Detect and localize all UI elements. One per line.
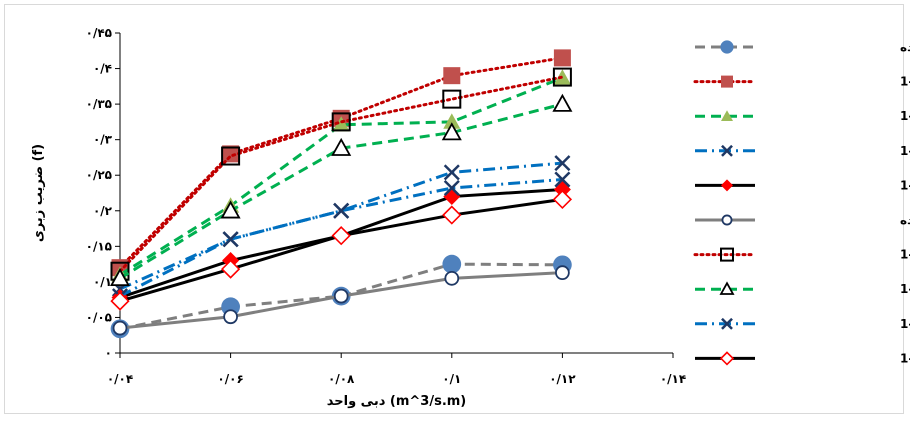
legend-marker xyxy=(719,281,735,295)
legend-item: آز-گوه ای 1-1 xyxy=(695,108,910,124)
y-tick-label: ۰/۳ xyxy=(93,133,113,147)
series-10-point xyxy=(442,205,462,225)
legend-marker xyxy=(719,351,735,366)
series-line-7 xyxy=(118,75,564,273)
series-line-4 xyxy=(119,161,563,291)
series-2-point xyxy=(443,67,461,85)
series-7-point xyxy=(552,67,572,87)
legend-marker xyxy=(721,214,733,226)
marker-stroke xyxy=(443,179,460,197)
marker-stroke xyxy=(333,202,350,219)
y-tick-label: ۰/۲ xyxy=(93,204,113,218)
legend-marker xyxy=(721,179,733,192)
legend-label: آز-گوه ای 4-1 xyxy=(900,143,910,159)
y-tick-label: ۰/۳۵ xyxy=(86,97,112,111)
x-tick-label: ۰/۱۲ xyxy=(549,372,576,386)
legend-item: عددی-گوه ای 4-1 xyxy=(695,351,910,366)
series-10-point xyxy=(220,259,241,279)
series-10-point xyxy=(110,291,130,311)
x-tick-label: ۰/۰۴ xyxy=(107,372,133,386)
series-7-point xyxy=(221,146,241,166)
series-3-point xyxy=(443,113,461,129)
marker-stroke xyxy=(721,144,733,157)
y-tick-label: ۰/۰۵ xyxy=(86,310,112,324)
y-axis-title: ضریب زبری (f) xyxy=(31,144,46,242)
marker-stroke xyxy=(554,155,571,172)
series-9-point xyxy=(333,202,350,219)
legend-label: آز-گوه ای 3-1 xyxy=(900,74,910,90)
series-4-point xyxy=(554,155,571,172)
y-tick-label: ۰/۱۵ xyxy=(86,239,112,253)
series-line-3 xyxy=(119,76,563,277)
x-tick-label: ۰/۰۶ xyxy=(217,372,243,386)
y-tick-label: ۰/۱ xyxy=(93,275,112,289)
series-10-point xyxy=(552,189,573,210)
legend-label: عددی-گوه ای 1-1 xyxy=(900,282,910,297)
y-tick-label: ۰/۴۵ xyxy=(86,26,112,40)
y-tick-label: ۰ xyxy=(105,346,112,360)
series-8-point xyxy=(220,200,241,219)
series-7-point xyxy=(442,89,462,109)
marker-stroke xyxy=(443,164,460,181)
legend-item: آز-گوه ای 4-1 xyxy=(695,143,910,159)
legend-label: عددی-گوه ای 4-1 xyxy=(900,317,910,332)
series-8-point xyxy=(109,267,131,287)
legend-marker xyxy=(720,247,734,262)
series-9-point xyxy=(443,179,460,197)
series-3-point xyxy=(332,116,350,132)
series-2-point xyxy=(222,145,240,163)
series-6-point xyxy=(555,265,570,281)
y-tick-label: ۰/۴ xyxy=(93,62,112,76)
legend-item: آز-گوه ای 4-1 xyxy=(695,177,910,193)
series-6-point xyxy=(333,288,349,304)
legend-label: آز-گوه ای 4-1 xyxy=(900,177,910,193)
legend-item: آز-سرریز پلکانی ساده xyxy=(695,39,910,54)
series-6-point xyxy=(444,270,460,286)
legend-item: عددی-گوه ای 3-1 xyxy=(693,247,910,263)
series-6-point xyxy=(223,309,238,325)
legend-label: عددی-گوه ای 4-1 xyxy=(900,351,910,366)
series-6-point xyxy=(112,320,128,336)
series-1-point xyxy=(442,254,462,274)
marker-stroke xyxy=(222,231,239,248)
y-tick-label: ۰/۲۵ xyxy=(86,168,112,182)
legend-marker xyxy=(721,110,733,121)
legend-label: عددی-سرریز پلکانی ساده xyxy=(900,213,910,227)
series-8-point xyxy=(331,137,352,156)
marker-stroke xyxy=(554,171,571,188)
series-2-point xyxy=(553,49,571,67)
series-line-10 xyxy=(119,197,563,303)
legend-marker xyxy=(721,144,733,157)
legend-marker xyxy=(720,40,734,54)
legend-item: عددی-سرریز پلکانی ساده xyxy=(695,213,910,227)
legend-item: عددی-گوه ای 4-1 xyxy=(695,317,910,332)
series-10-point xyxy=(331,226,351,246)
series-9-point xyxy=(222,231,239,248)
series-8-point xyxy=(552,93,573,112)
legend-marker xyxy=(721,317,733,330)
x-axis-title: دبی واحد (m^3/s.m) xyxy=(327,394,467,409)
series-line-1 xyxy=(119,262,563,331)
legend-marker xyxy=(721,75,733,88)
marker-stroke xyxy=(721,317,733,330)
legend-item: آز-گوه ای 3-1 xyxy=(693,74,910,90)
legend-label: عددی-گوه ای 3-1 xyxy=(900,248,910,263)
series-9-point xyxy=(554,171,571,188)
x-tick-label: ۰/۱۴ xyxy=(660,372,686,386)
series-7-point xyxy=(331,112,351,132)
series-4-point xyxy=(443,164,460,181)
series-8-point xyxy=(441,122,462,141)
x-tick-label: ۰/۰۸ xyxy=(328,372,355,386)
legend-label: آز-سرریز پلکانی ساده xyxy=(900,39,910,54)
x-tick-label: ۰/۱ xyxy=(442,372,461,386)
legend-item: عددی-گوه ای 1-1 xyxy=(695,281,910,297)
legend-label: آز-گوه ای 1-1 xyxy=(900,108,910,124)
series-line-9 xyxy=(119,177,563,298)
